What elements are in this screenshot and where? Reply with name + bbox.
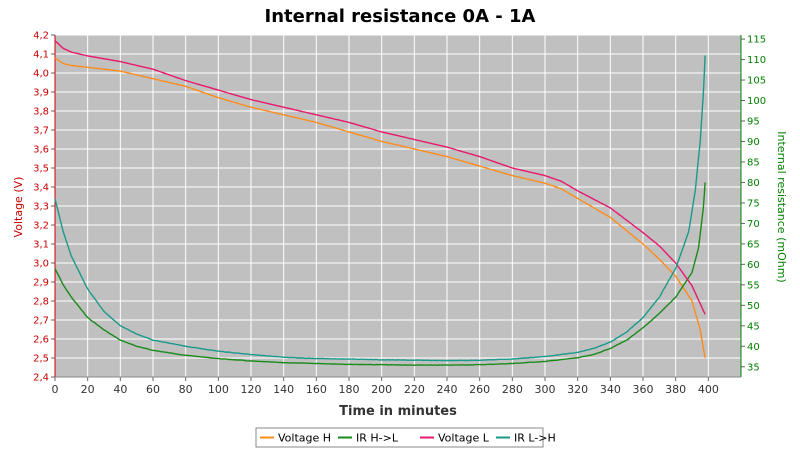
- right-tick-label: 50: [747, 301, 760, 312]
- x-tick-label: 380: [665, 383, 686, 396]
- left-tick-label: 3,8: [33, 107, 49, 118]
- x-tick-label: 160: [306, 383, 327, 396]
- x-tick-label: 340: [600, 383, 621, 396]
- x-tick-label: 400: [698, 383, 719, 396]
- x-tick-label: 100: [208, 383, 229, 396]
- right-tick-label: 110: [747, 55, 766, 66]
- x-axis-label: Time in minutes: [339, 404, 457, 419]
- x-tick-label: 80: [179, 383, 193, 396]
- right-tick-label: 115: [747, 35, 766, 46]
- right-tick-label: 95: [747, 117, 760, 128]
- series-line-voltage-h: [54, 57, 706, 359]
- x-tick-label: 260: [469, 383, 490, 396]
- right-tick-label: 90: [747, 137, 760, 148]
- right-tick-label: 105: [747, 76, 766, 87]
- x-tick-label: 200: [371, 383, 392, 396]
- right-tick-label: 85: [747, 157, 760, 168]
- legend-label: Voltage H: [278, 432, 331, 445]
- left-tick-label: 2,5: [33, 354, 49, 365]
- right-axis-label: Internal resistance (mOhm): [775, 131, 788, 282]
- chart-title: Internal resistance 0A - 1A: [265, 6, 536, 27]
- left-tick-label: 3,3: [33, 202, 49, 213]
- legend-label: Voltage L: [438, 432, 490, 445]
- series-line-voltage-l: [54, 40, 706, 315]
- left-tick-label: 2,8: [33, 297, 49, 308]
- right-tick-label: 80: [747, 178, 760, 189]
- x-tick-label: 120: [241, 383, 262, 396]
- left-tick-label: 4,0: [33, 69, 49, 80]
- left-tick-label: 3,4: [33, 183, 49, 194]
- axes: 0 20 40 60 80 100 120 140 160 180 200 220 240 260 280 3…: [33, 31, 766, 397]
- right-tick-label: 70: [747, 219, 760, 230]
- right-tick-label: 40: [747, 342, 760, 353]
- x-tick-label: 240: [437, 383, 458, 396]
- left-tick-label: 3,2: [33, 221, 49, 232]
- x-tick-label: 140: [273, 383, 294, 396]
- left-tick-label: 2,6: [33, 335, 49, 346]
- x-tick-label: 60: [146, 383, 160, 396]
- right-tick-label: 65: [747, 239, 760, 250]
- left-tick-label: 3,9: [33, 88, 49, 99]
- series-lines: [54, 40, 706, 366]
- right-tick-label: 100: [747, 96, 766, 107]
- left-tick-label: 4,2: [33, 31, 49, 42]
- legend-label: IR L->H: [514, 432, 556, 445]
- left-tick-label: 3,1: [33, 240, 49, 251]
- x-tick-label: 220: [404, 383, 425, 396]
- right-tick-label: 45: [747, 321, 760, 332]
- left-tick-label: 2,9: [33, 278, 49, 289]
- x-tick-label: 20: [81, 383, 95, 396]
- x-tick-label: 280: [502, 383, 523, 396]
- right-tick-label: 55: [747, 280, 760, 291]
- series-line-ir-h-l: [54, 182, 706, 366]
- right-tick-label: 60: [747, 260, 760, 271]
- legend: Voltage H IR H->L Voltage L IR L->H: [255, 427, 556, 448]
- left-tick-label: 2,4: [33, 373, 49, 384]
- left-tick-label: 4,1: [33, 50, 49, 61]
- legend-box: [255, 427, 544, 448]
- left-axis-label: Voltage (V): [12, 177, 25, 238]
- x-tick-label: 300: [535, 383, 556, 396]
- x-tick-label: 0: [52, 383, 59, 396]
- left-tick-label: 3,6: [33, 145, 49, 156]
- left-tick-label: 3,7: [33, 126, 49, 137]
- left-tick-label: 3,0: [33, 259, 49, 270]
- x-tick-label: 320: [567, 383, 588, 396]
- left-tick-label: 3,5: [33, 164, 49, 175]
- right-tick-label: 75: [747, 198, 760, 209]
- left-tick-label: 2,7: [33, 316, 49, 327]
- right-tick-label: 35: [747, 362, 760, 373]
- x-tick-label: 180: [339, 383, 360, 396]
- x-tick-label: 40: [113, 383, 127, 396]
- legend-label: IR H->L: [356, 432, 399, 445]
- x-tick-label: 360: [633, 383, 654, 396]
- series-line-ir-l-h: [54, 55, 706, 362]
